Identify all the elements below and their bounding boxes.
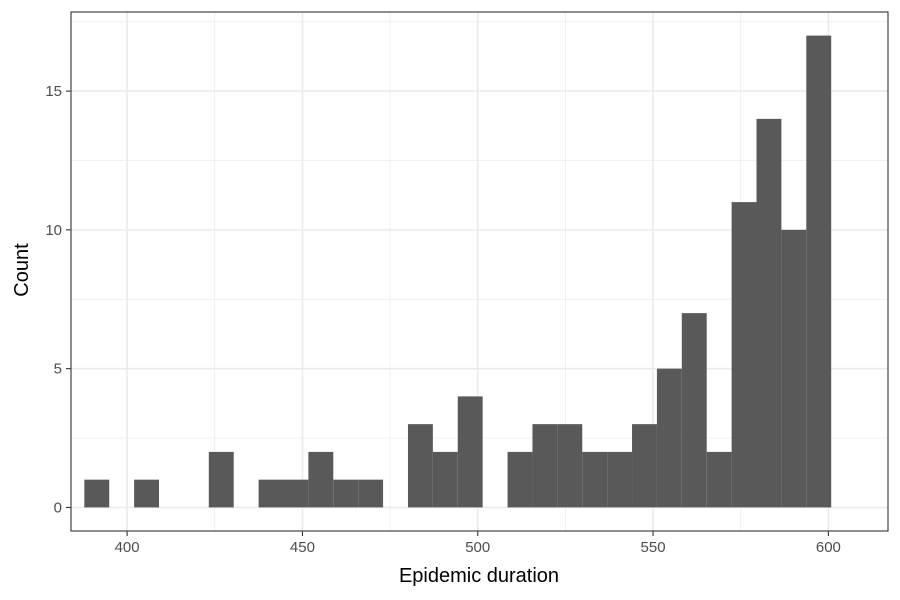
x-tick-label: 600 [816, 539, 841, 556]
histogram-bar [283, 479, 309, 508]
panel-border [70, 11, 889, 532]
y-tick-label: 5 [54, 361, 62, 378]
histogram-bar [507, 451, 533, 508]
histogram-bar [781, 229, 807, 508]
y-tick-label: 10 [45, 222, 62, 239]
histogram-bar [333, 479, 359, 508]
histogram-bar [358, 479, 384, 508]
x-axis: 400 450 500 550 600 [115, 531, 841, 556]
y-tick-label: 0 [54, 499, 62, 516]
histogram-bar [432, 451, 458, 508]
x-tick-label: 500 [465, 539, 490, 556]
histogram-bar [632, 424, 657, 508]
histogram-bar [607, 451, 633, 508]
histogram-bar [84, 479, 110, 508]
histogram-bar [557, 424, 583, 508]
histogram-bar [756, 118, 782, 508]
histogram-bar [806, 35, 832, 508]
histogram-bar [407, 424, 433, 508]
x-axis-title: Epidemic duration [399, 565, 559, 587]
x-tick-label: 400 [115, 539, 140, 556]
histogram-bar [731, 202, 757, 508]
x-tick-label: 450 [290, 539, 315, 556]
histogram-bar [208, 451, 234, 508]
y-tick-label: 15 [45, 83, 62, 100]
histogram-bar [656, 368, 682, 508]
histogram-bar [582, 451, 608, 508]
y-axis-title: Count [11, 243, 33, 297]
histogram-bar [308, 451, 334, 508]
bars-layer [84, 35, 832, 508]
histogram-bar [681, 313, 707, 508]
y-axis: 0 5 10 15 [45, 83, 71, 516]
histogram-bar [706, 451, 732, 508]
histogram-bar [457, 396, 483, 508]
histogram-bar [134, 479, 160, 508]
histogram-bar [532, 424, 558, 508]
x-tick-label: 550 [641, 539, 666, 556]
histogram-bar [258, 479, 284, 508]
